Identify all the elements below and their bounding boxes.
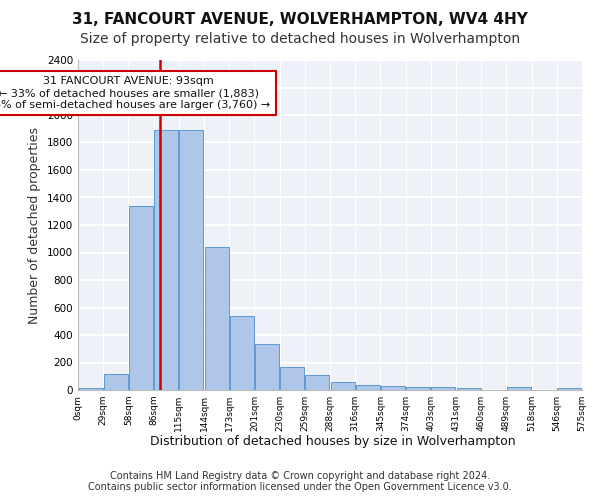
Bar <box>280 368 304 390</box>
Text: Contains HM Land Registry data © Crown copyright and database right 2024.
Contai: Contains HM Land Registry data © Crown c… <box>88 471 512 492</box>
Bar <box>154 130 178 390</box>
Bar <box>431 387 455 390</box>
Bar <box>381 386 405 390</box>
Text: 31, FANCOURT AVENUE, WOLVERHAMPTON, WV4 4HY: 31, FANCOURT AVENUE, WOLVERHAMPTON, WV4 … <box>72 12 528 28</box>
Bar <box>205 247 229 390</box>
Text: 31 FANCOURT AVENUE: 93sqm
← 33% of detached houses are smaller (1,883)
66% of se: 31 FANCOURT AVENUE: 93sqm ← 33% of detac… <box>0 76 270 110</box>
Bar <box>305 375 329 390</box>
Bar <box>129 206 153 390</box>
Y-axis label: Number of detached properties: Number of detached properties <box>28 126 41 324</box>
Bar <box>356 384 380 390</box>
Bar <box>457 388 481 390</box>
Bar <box>79 388 103 390</box>
Bar <box>230 316 254 390</box>
Bar <box>104 374 128 390</box>
Bar <box>331 382 355 390</box>
Bar <box>507 387 531 390</box>
Bar <box>255 344 279 390</box>
Text: Distribution of detached houses by size in Wolverhampton: Distribution of detached houses by size … <box>150 435 516 448</box>
Text: Size of property relative to detached houses in Wolverhampton: Size of property relative to detached ho… <box>80 32 520 46</box>
Bar <box>179 130 203 390</box>
Bar <box>557 388 581 390</box>
Bar <box>406 386 430 390</box>
